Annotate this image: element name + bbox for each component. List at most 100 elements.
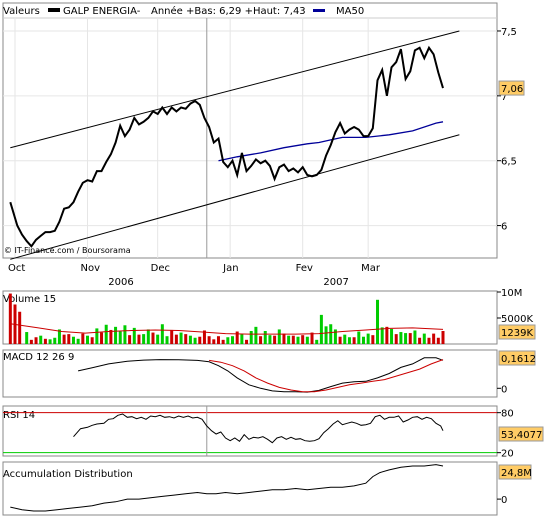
volume-bar-38 (188, 335, 192, 344)
accumulation-badge: 24,8M (498, 464, 532, 480)
volume-bar-5 (34, 337, 38, 344)
volume-bar-26 (132, 327, 136, 344)
volume-bar-45 (221, 339, 225, 344)
accumulation-badge-bg (498, 464, 532, 480)
x-month-label-4: Fev (296, 263, 313, 274)
volume-bar-66 (319, 314, 323, 344)
volume-bar-44 (216, 336, 220, 344)
volume-bar-25 (128, 335, 132, 344)
volume-ytick-label-0: 10M (501, 288, 522, 299)
x-month-label-5: Mar (361, 263, 381, 274)
volume-bar-13 (71, 336, 75, 344)
volume-bar-47 (231, 336, 235, 344)
panel-frames (2, 2, 498, 516)
volume-bar-41 (202, 330, 206, 344)
volume-bar-3 (25, 332, 29, 344)
volume-bar-6 (39, 335, 43, 344)
macd-series-line (77, 357, 444, 393)
price-ytick-label-1: 7 (501, 92, 507, 103)
volume-bar-9 (53, 337, 57, 344)
rsi-last-label: 53,4077 (501, 430, 542, 441)
volume-bar-0 (8, 293, 12, 344)
volume-last-label: 1239K (501, 328, 533, 339)
volume-bar-86 (413, 330, 417, 344)
last-price-label: 7,06 (501, 84, 523, 95)
volume-bar-58 (282, 333, 286, 344)
volume-bar-7 (43, 338, 47, 344)
volume-bar-85 (408, 333, 412, 344)
volume-bar-20 (104, 324, 108, 344)
volume-bar-34 (170, 329, 174, 344)
volume-bar-51 (249, 331, 253, 344)
volume-bar-68 (329, 324, 333, 344)
volume-bar-10 (57, 329, 61, 344)
legend-series-label: GALP ENERGIA- (63, 6, 141, 17)
volume-bars (8, 293, 445, 344)
rsi-ytick-label-0: 80 (501, 409, 514, 420)
volume-bar-60 (291, 335, 295, 344)
volume-bar-78 (376, 299, 380, 344)
legend-ma-swatch (313, 9, 325, 12)
volume-bar-62 (301, 335, 305, 344)
volume-bar-73 (352, 337, 356, 344)
volume-bar-8 (48, 339, 52, 344)
volume-bar-79 (380, 327, 384, 344)
volume-bar-32 (160, 324, 164, 344)
volume-bar-35 (174, 334, 178, 344)
volume-bar-82 (394, 334, 398, 344)
rsi-ytick-label-1: 20 (501, 449, 514, 460)
price-legend: Valeurs GALP ENERGIA- Année +Bas: 6,29 +… (3, 5, 364, 17)
volume-bar-63 (305, 336, 309, 344)
volume-bar-22 (114, 326, 118, 344)
volume-title: Volume 15 (3, 294, 56, 305)
volume-bar-21 (109, 329, 113, 344)
volume-bar-72 (347, 337, 351, 344)
volume-bar-15 (81, 333, 85, 344)
volume-bar-4 (29, 339, 33, 344)
volume-bar-50 (245, 339, 249, 344)
rsi-badge-bg (498, 426, 544, 442)
volume-average-line (10, 323, 444, 335)
volume-bar-64 (310, 332, 314, 344)
legend-series-swatch (48, 8, 60, 12)
volume-bar-52 (254, 326, 258, 344)
price-gridlines (3, 18, 497, 258)
price-series-line (9, 45, 444, 248)
volume-bar-14 (76, 338, 80, 344)
price-channel-lines (10, 30, 460, 260)
volume-bar-76 (366, 333, 370, 344)
channel-upper-line (10, 30, 460, 149)
x-month-label-2: Dec (151, 263, 170, 274)
accumulation-y-ticks: 0 (497, 495, 507, 506)
volume-bar-2 (18, 311, 22, 344)
legend-range-text: Année +Bas: 6,29 +Haut: 7,43 (151, 5, 306, 17)
macd-y-ticks: 0 (497, 384, 507, 395)
volume-bar-18 (95, 328, 99, 344)
volume-bar-28 (142, 334, 146, 344)
volume-bar-67 (324, 326, 328, 344)
macd-last-label: 0,1612 (501, 354, 536, 365)
volume-bar-40 (198, 336, 202, 344)
volume-bar-30 (151, 332, 155, 344)
rsi-badge: 53,4077 (498, 426, 544, 442)
volume-bar-11 (62, 334, 66, 344)
volume-bar-36 (179, 332, 183, 344)
volume-bar-19 (100, 332, 104, 344)
x-year-label-1: 2007 (323, 277, 348, 288)
price-ytick-label-3: 6 (501, 222, 507, 233)
rsi-series-line (73, 413, 444, 444)
last-price-badge-bg (498, 80, 525, 96)
x-year-label-0: 2006 (108, 277, 133, 288)
volume-bar-91 (436, 337, 440, 344)
volume-bar-49 (240, 334, 244, 344)
volume-bar-89 (427, 337, 431, 344)
volume-bar-57 (277, 329, 281, 344)
x-month-label-0: Oct (8, 263, 25, 274)
accumulation-last-label: 24,8M (501, 468, 532, 479)
price-ytick-label-0: 7,5 (501, 27, 517, 38)
volume-bar-46 (226, 337, 230, 344)
volume-bar-16 (86, 335, 90, 344)
volume-bar-61 (296, 336, 300, 344)
volume-bar-74 (357, 331, 361, 344)
